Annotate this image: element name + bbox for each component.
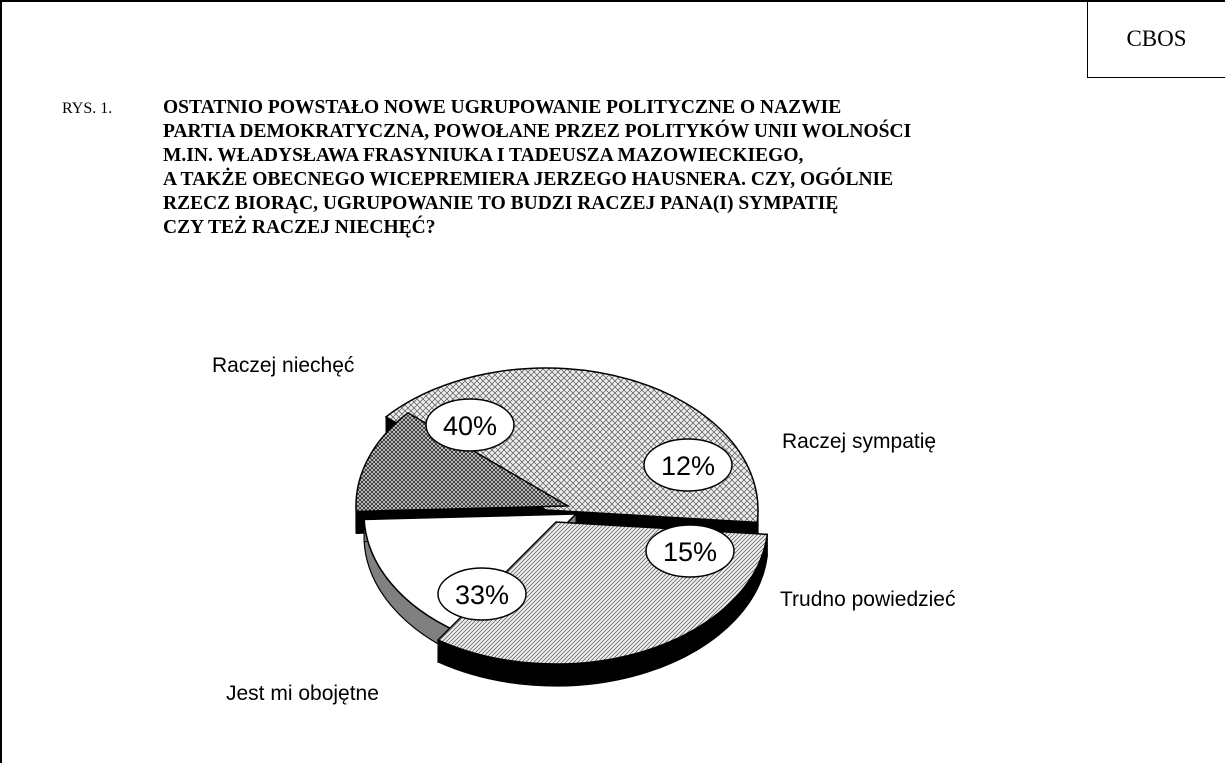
pie-category-label: Jest mi obojętne [226, 682, 379, 705]
pie-layer: 40% 12% 15% 33% Raczej niechęć Raczej sympati… [212, 354, 956, 705]
question-line: PARTIA DEMOKRATYCZNA, POWOŁANE PRZEZ POL… [163, 121, 912, 142]
pie-category-label: Trudno powiedzieć [780, 588, 956, 611]
pie-value-label: 12% [661, 451, 715, 481]
pie-value-label: 33% [455, 580, 509, 610]
percent-bubble [425, 398, 515, 452]
pie-value-label: 15% [663, 537, 717, 567]
question-line: OSTATNIO POWSTAŁO NOWE UGRUPOWANIE POLIT… [163, 97, 842, 118]
pie-category-label: Raczej niechęć [212, 354, 354, 377]
pie-value-label: 40% [443, 411, 497, 441]
percent-bubble [437, 567, 527, 621]
question-text: OSTATNIO POWSTAŁO NOWE UGRUPOWANIE POLIT… [163, 96, 1203, 240]
question-line: CZY TEŻ RACZEJ NIECHĘĆ? [163, 217, 436, 238]
pie-category-label: Raczej sympatię [782, 430, 936, 453]
question-line: RZECZ BIORĄC, UGRUPOWANIE TO BUDZI RACZE… [163, 193, 839, 214]
percent-bubble [643, 438, 733, 492]
question-line: M.IN. WŁADYSŁAWA FRASYNIUKA I TADEUSZA M… [163, 145, 804, 166]
question-line: A TAKŻE OBECNEGO WICEPREMIERA JERZEGO HA… [163, 169, 894, 190]
figure-label: RYS. 1. [62, 100, 113, 117]
percent-bubble [645, 524, 735, 578]
pie-slice [355, 411, 571, 513]
source-label: CBOS [1087, 0, 1225, 78]
